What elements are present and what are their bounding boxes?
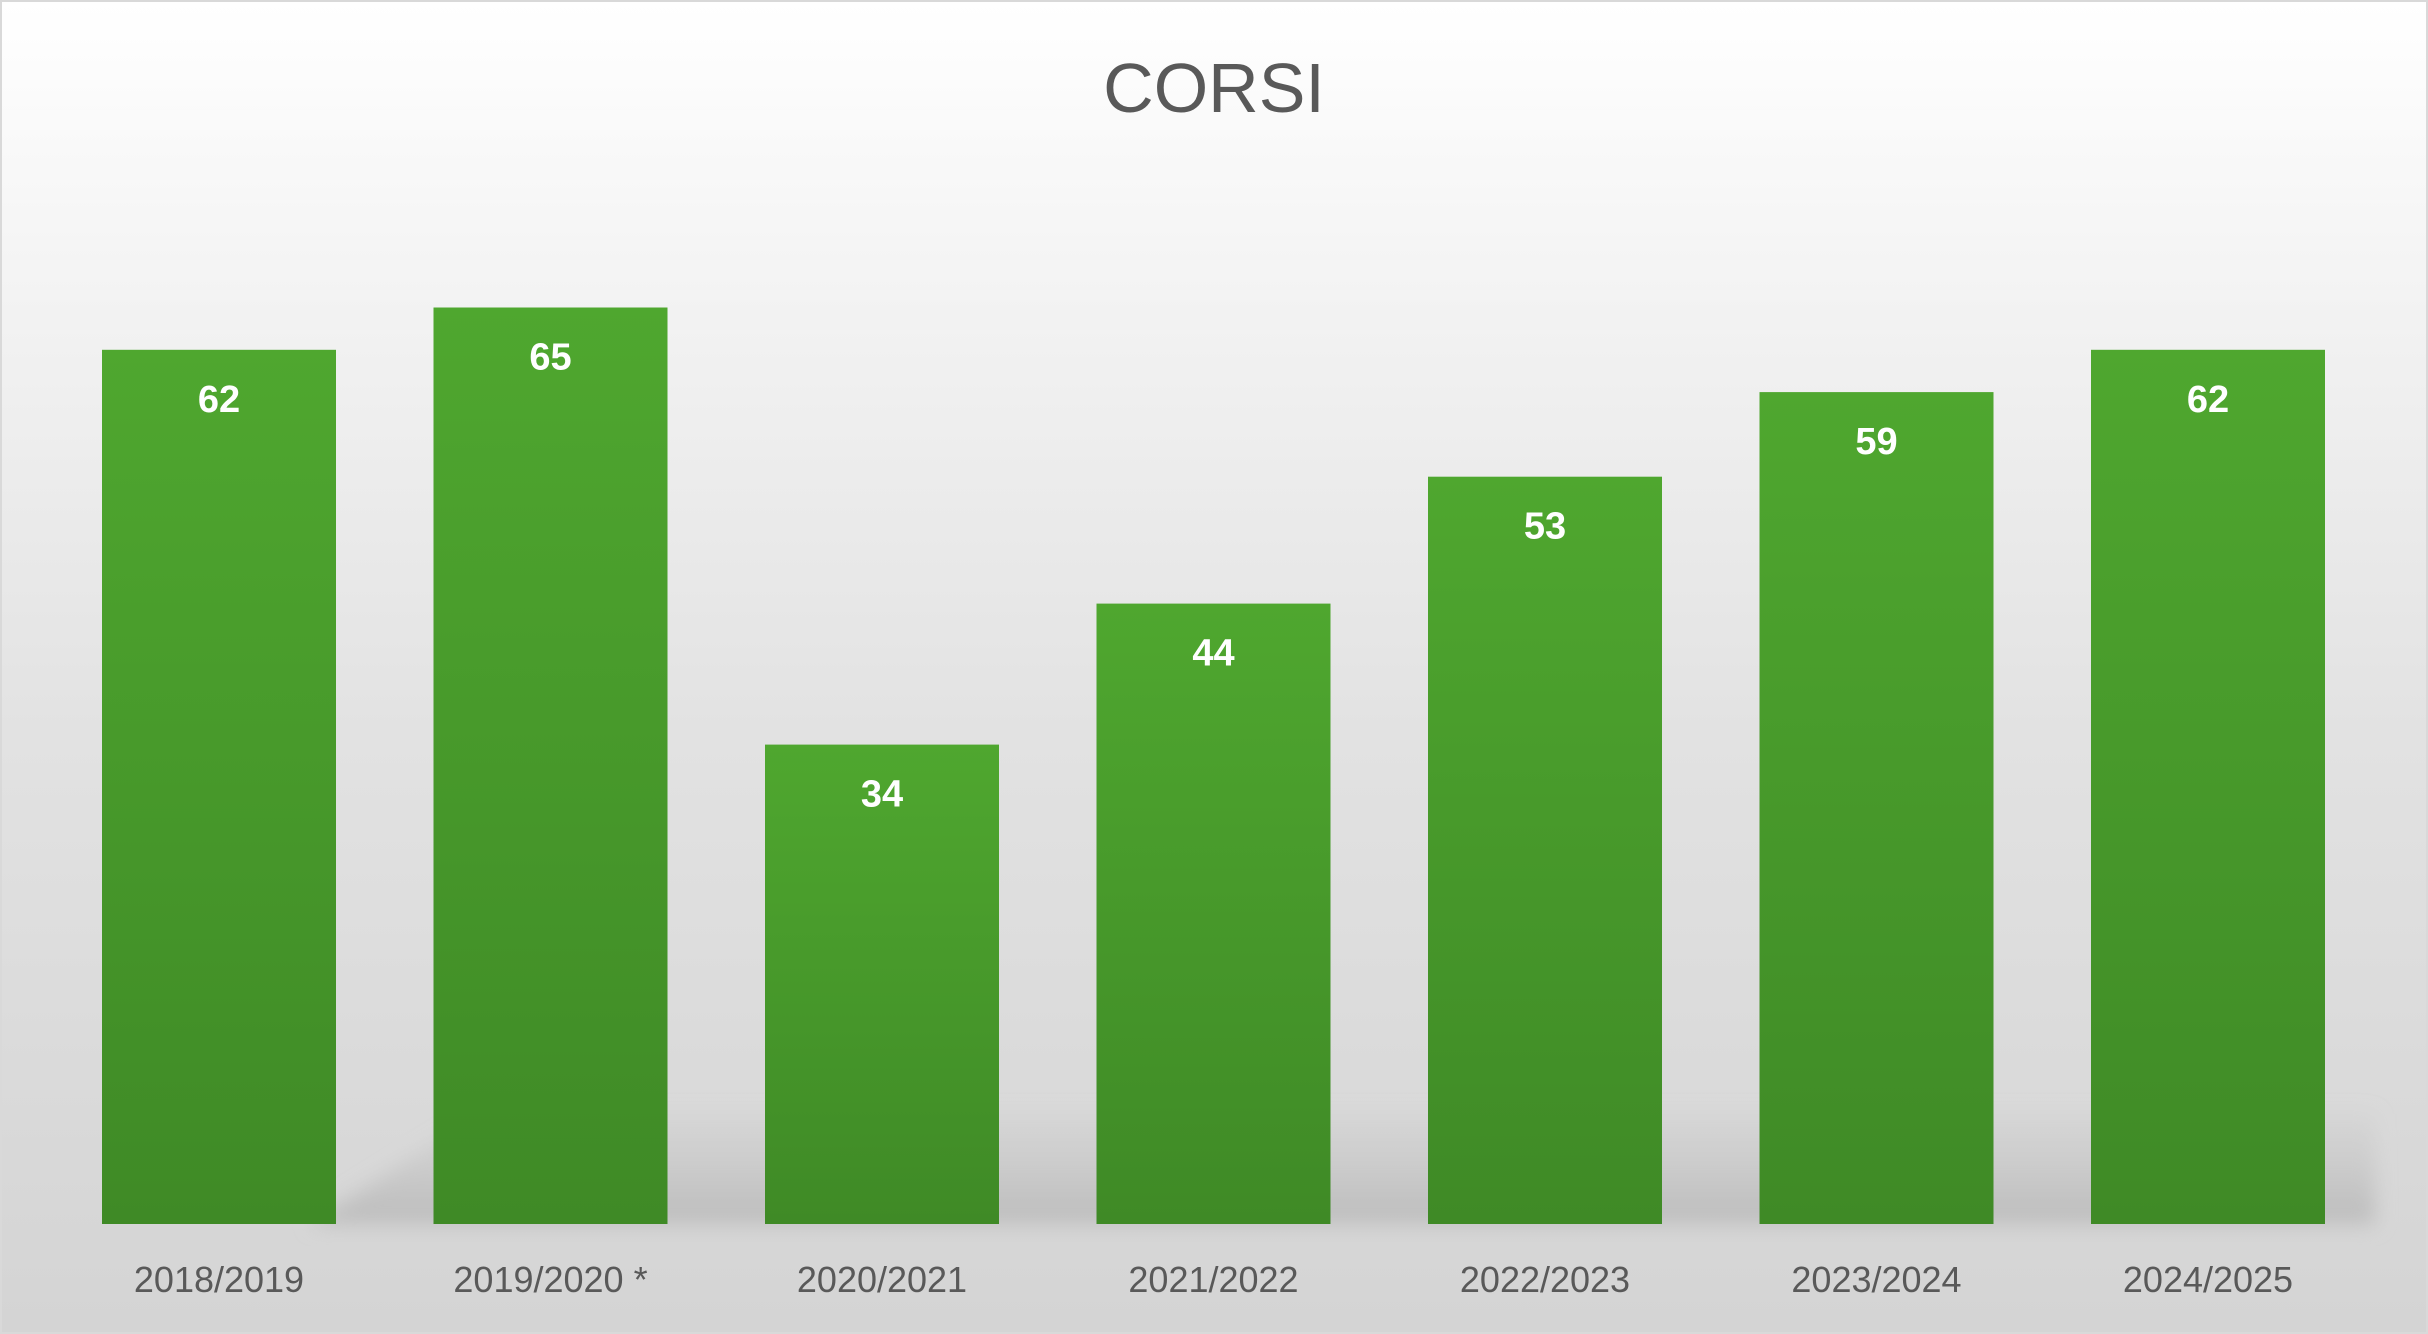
bar-2 — [765, 744, 999, 1224]
chart-title: CORSI — [1103, 49, 1325, 127]
data-label-3: 44 — [1192, 633, 1234, 675]
data-labels: 62 65 34 44 53 59 62 — [198, 337, 2229, 816]
x-tick-label-1: 2019/2020 * — [453, 1259, 647, 1300]
data-label-4: 53 — [1524, 506, 1566, 548]
bar-5 — [1759, 392, 1994, 1225]
bar-0 — [102, 349, 336, 1224]
data-label-2: 34 — [861, 774, 903, 816]
data-label-6: 62 — [2187, 379, 2229, 421]
x-tick-label-4: 2022/2023 — [1460, 1259, 1630, 1300]
bar-3 — [1096, 603, 1331, 1224]
x-tick-label-6: 2024/2025 — [2123, 1259, 2293, 1300]
bar-1 — [433, 307, 668, 1224]
bars — [102, 307, 2325, 1225]
x-axis-tick-labels: 2018/2019 2019/2020 * 2020/2021 2021/2022 20… — [134, 1259, 2293, 1300]
x-tick-label-3: 2021/2022 — [1128, 1259, 1298, 1300]
data-label-1: 65 — [529, 337, 571, 379]
data-label-0: 62 — [198, 379, 240, 421]
x-tick-label-2: 2020/2021 — [797, 1259, 967, 1300]
bar-4 — [1428, 476, 1662, 1224]
x-tick-label-0: 2018/2019 — [134, 1259, 304, 1300]
data-label-5: 59 — [1855, 421, 1897, 463]
bar-6 — [2091, 349, 2325, 1224]
x-tick-label-5: 2023/2024 — [1791, 1259, 1961, 1300]
